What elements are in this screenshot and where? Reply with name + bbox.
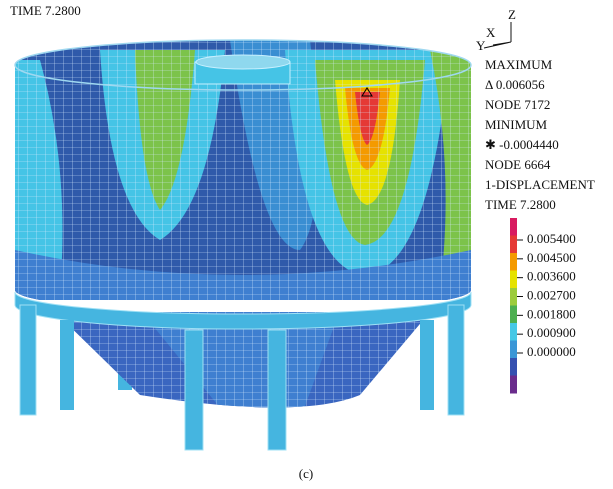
- legend-label: 0.004500: [527, 250, 576, 265]
- legend-swatch: [510, 358, 517, 376]
- figure: TIME 7.2800 Z X Y (c) MAXIMUM Δ 0.006056 N…: [0, 0, 613, 489]
- info-line: Δ 0.006056: [485, 77, 545, 92]
- legend-label: 0.005400: [527, 231, 576, 246]
- info-line: TIME 7.2800: [485, 197, 556, 212]
- legend-swatch: [510, 323, 517, 341]
- info-line: NODE 7172: [485, 97, 550, 112]
- legend-swatch: [510, 341, 517, 359]
- info-line: NODE 6664: [485, 157, 551, 172]
- legend-swatch: [510, 306, 517, 324]
- info-line: 1-DISPLACEMENT: [485, 177, 595, 192]
- info-line: MINIMUM: [485, 117, 548, 132]
- legend-label: 0.000000: [527, 344, 576, 359]
- legend-label: 0.000900: [527, 325, 576, 340]
- info-line: ✱ -0.0004440: [485, 137, 559, 152]
- legend-swatch: [510, 236, 517, 254]
- time-label: TIME 7.2800: [10, 3, 81, 18]
- legend-swatch: [510, 288, 517, 306]
- axis-z: Z: [508, 7, 516, 22]
- caption: (c): [299, 466, 313, 481]
- legend-swatch: [510, 253, 517, 271]
- info-line: MAXIMUM: [485, 57, 553, 72]
- legend-label: 0.002700: [527, 287, 576, 302]
- silo-model: [10, 40, 480, 450]
- legend-swatch: [510, 376, 517, 394]
- axis-x: X: [486, 25, 496, 40]
- legend-swatch: [510, 218, 517, 236]
- legend-swatch: [510, 271, 517, 289]
- axis-y: Y: [476, 38, 486, 53]
- legend-label: 0.003600: [527, 269, 576, 284]
- legend-label: 0.001800: [527, 306, 576, 321]
